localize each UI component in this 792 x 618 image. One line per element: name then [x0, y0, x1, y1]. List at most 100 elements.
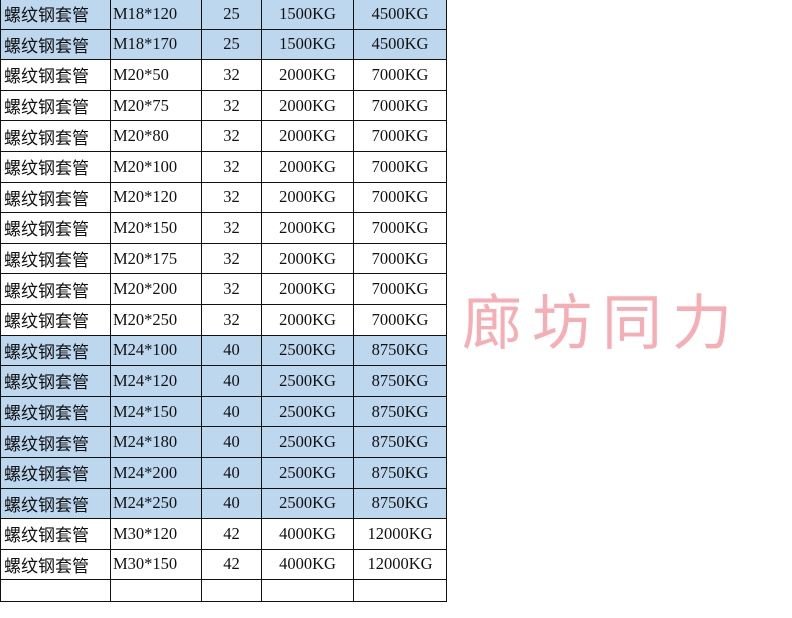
diameter-cell: 40	[201, 395, 262, 428]
spec-cell: M24*250	[110, 487, 202, 520]
load2-cell: 12000KG	[353, 518, 447, 550]
product-name-cell: 螺纹钢套管	[0, 334, 111, 367]
product-name-cell: 螺纹钢套管	[0, 518, 111, 550]
product-name-cell: 螺纹钢套管	[0, 59, 111, 91]
load2-cell: 7000KG	[353, 59, 447, 91]
watermark: 廊坊同力	[462, 289, 742, 359]
table-row: 螺纹钢套管 M18*170 25 1500KG 4500KG	[0, 28, 447, 61]
spec-cell: M24*120	[110, 365, 202, 397]
spec-cell: M20*75	[110, 89, 202, 122]
load2-cell: 7000KG	[353, 120, 447, 152]
table-row: 螺纹钢套管 M20*75 32 2000KG 7000KG	[0, 89, 447, 122]
load2-cell: 7000KG	[353, 212, 447, 244]
product-name-cell: 螺纹钢套管	[0, 150, 111, 183]
empty-cell	[0, 579, 111, 603]
diameter-cell: 32	[201, 181, 262, 214]
table-row: 螺纹钢套管 M24*200 40 2500KG 8750KG	[0, 456, 447, 489]
product-name-cell: 螺纹钢套管	[0, 120, 111, 152]
load1-cell: 2000KG	[261, 181, 354, 214]
load1-cell: 1500KG	[261, 28, 354, 61]
table-row: 螺纹钢套管 M20*250 32 2000KG 7000KG	[0, 303, 447, 336]
table-row: 螺纹钢套管 M18*120 25 1500KG 4500KG	[0, 0, 447, 30]
load2-cell: 8750KG	[353, 365, 447, 397]
diameter-cell: 32	[201, 212, 262, 244]
product-name-cell: 螺纹钢套管	[0, 212, 111, 244]
load2-cell: 4500KG	[353, 0, 447, 30]
load1-cell: 2500KG	[261, 365, 354, 397]
load1-cell: 2000KG	[261, 212, 354, 244]
spec-cell: M24*150	[110, 395, 202, 428]
product-name-cell: 螺纹钢套管	[0, 456, 111, 489]
load2-cell: 7000KG	[353, 242, 447, 275]
load1-cell: 2000KG	[261, 242, 354, 275]
spec-cell: M20*120	[110, 181, 202, 214]
product-name-cell: 螺纹钢套管	[0, 426, 111, 458]
table-row: 螺纹钢套管 M24*120 40 2500KG 8750KG	[0, 365, 447, 397]
load2-cell: 4500KG	[353, 28, 447, 61]
spec-cell: M20*200	[110, 273, 202, 305]
diameter-cell: 32	[201, 59, 262, 91]
table-row: 螺纹钢套管 M20*100 32 2000KG 7000KG	[0, 150, 447, 183]
spec-cell: M30*120	[110, 518, 202, 550]
load1-cell: 4000KG	[261, 518, 354, 550]
empty-row	[0, 579, 447, 603]
diameter-cell: 32	[201, 303, 262, 336]
product-spec-table: 螺纹钢套管 M18*120 25 1500KG 4500KG 螺纹钢套管 M18*170 25…	[0, 0, 447, 603]
spec-cell: M20*150	[110, 212, 202, 244]
spec-cell: M18*120	[110, 0, 202, 30]
load1-cell: 2000KG	[261, 273, 354, 305]
load1-cell: 2500KG	[261, 426, 354, 458]
load2-cell: 8750KG	[353, 456, 447, 489]
table-row: 螺纹钢套管 M30*120 42 4000KG 12000KG	[0, 518, 447, 550]
load1-cell: 2000KG	[261, 150, 354, 183]
load2-cell: 7000KG	[353, 150, 447, 183]
load2-cell: 8750KG	[353, 395, 447, 428]
load1-cell: 2000KG	[261, 120, 354, 152]
table-row: 螺纹钢套管 M24*100 40 2500KG 8750KG	[0, 334, 447, 367]
diameter-cell: 42	[201, 518, 262, 550]
diameter-cell: 25	[201, 0, 262, 30]
diameter-cell: 32	[201, 150, 262, 183]
product-name-cell: 螺纹钢套管	[0, 303, 111, 336]
table-row: 螺纹钢套管 M20*150 32 2000KG 7000KG	[0, 212, 447, 244]
load2-cell: 8750KG	[353, 487, 447, 520]
load2-cell: 7000KG	[353, 303, 447, 336]
diameter-cell: 40	[201, 334, 262, 367]
spec-cell: M24*200	[110, 456, 202, 489]
diameter-cell: 32	[201, 242, 262, 275]
spec-cell: M30*150	[110, 548, 202, 581]
load1-cell: 2500KG	[261, 334, 354, 367]
load2-cell: 8750KG	[353, 334, 447, 367]
load2-cell: 7000KG	[353, 181, 447, 214]
load1-cell: 2500KG	[261, 487, 354, 520]
load1-cell: 2000KG	[261, 89, 354, 122]
product-name-cell: 螺纹钢套管	[0, 0, 111, 30]
spec-cell: M20*80	[110, 120, 202, 152]
diameter-cell: 40	[201, 365, 262, 397]
empty-cell	[110, 579, 202, 603]
product-name-cell: 螺纹钢套管	[0, 487, 111, 520]
product-name-cell: 螺纹钢套管	[0, 181, 111, 214]
spec-cell: M24*100	[110, 334, 202, 367]
table-row: 螺纹钢套管 M24*180 40 2500KG 8750KG	[0, 426, 447, 458]
table-row: 螺纹钢套管 M20*50 32 2000KG 7000KG	[0, 59, 447, 91]
product-name-cell: 螺纹钢套管	[0, 89, 111, 122]
load2-cell: 8750KG	[353, 426, 447, 458]
table-row: 螺纹钢套管 M20*120 32 2000KG 7000KG	[0, 181, 447, 214]
load1-cell: 2000KG	[261, 59, 354, 91]
load2-cell: 7000KG	[353, 273, 447, 305]
spec-cell: M20*100	[110, 150, 202, 183]
product-name-cell: 螺纹钢套管	[0, 242, 111, 275]
load2-cell: 7000KG	[353, 89, 447, 122]
table-row: 螺纹钢套管 M24*250 40 2500KG 8750KG	[0, 487, 447, 520]
diameter-cell: 25	[201, 28, 262, 61]
product-name-cell: 螺纹钢套管	[0, 28, 111, 61]
diameter-cell: 32	[201, 120, 262, 152]
load1-cell: 2000KG	[261, 303, 354, 336]
table-row: 螺纹钢套管 M20*80 32 2000KG 7000KG	[0, 120, 447, 152]
diameter-cell: 32	[201, 273, 262, 305]
diameter-cell: 40	[201, 456, 262, 489]
spec-cell: M20*250	[110, 303, 202, 336]
product-name-cell: 螺纹钢套管	[0, 365, 111, 397]
load1-cell: 4000KG	[261, 548, 354, 581]
